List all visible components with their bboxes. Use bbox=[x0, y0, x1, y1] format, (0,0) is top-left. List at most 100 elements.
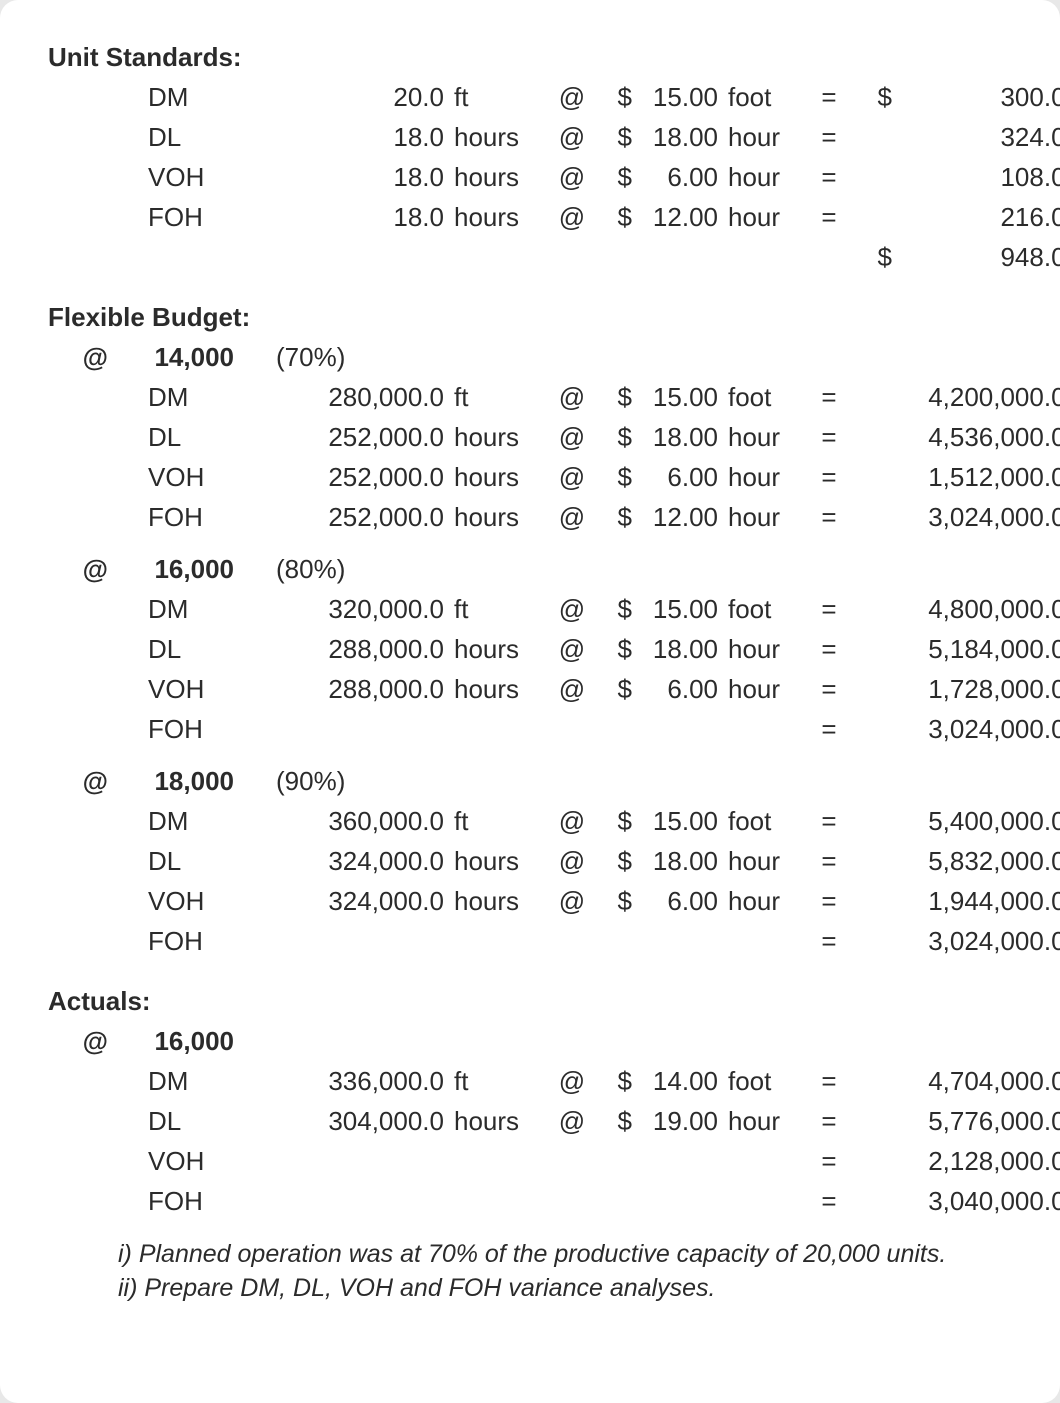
rate-unit: hour bbox=[718, 162, 806, 193]
row-total: 4,200,000.00 bbox=[892, 382, 1060, 413]
scenario-volume: 16,000 bbox=[114, 554, 234, 585]
at-symbol: @ bbox=[48, 766, 114, 797]
at-symbol: @ bbox=[552, 846, 592, 877]
row-total: 4,704,000.00 bbox=[892, 1066, 1060, 1097]
at-symbol: @ bbox=[552, 634, 592, 665]
rate: 12.00 bbox=[632, 202, 718, 233]
row-total: 1,728,000.00 bbox=[892, 674, 1060, 705]
unit-standards-total-row: $ 948.00 bbox=[48, 242, 1012, 282]
rate-unit: foot bbox=[718, 594, 806, 625]
unit: hours bbox=[444, 422, 552, 453]
dollar-sign: $ bbox=[592, 846, 632, 877]
cost-row: DL18.0hours@$18.00hour=324.00 bbox=[48, 122, 1012, 162]
unit: hours bbox=[444, 122, 552, 153]
actuals-scenario-header: @ 16,000 bbox=[48, 1026, 1012, 1066]
rate-unit: foot bbox=[718, 82, 806, 113]
at-symbol: @ bbox=[552, 674, 592, 705]
dollar-sign: $ bbox=[852, 242, 892, 273]
at-symbol: @ bbox=[552, 422, 592, 453]
rate: 6.00 bbox=[632, 162, 718, 193]
dollar-sign: $ bbox=[592, 806, 632, 837]
rate-unit: hour bbox=[718, 846, 806, 877]
row-total: 3,040,000.00 bbox=[892, 1186, 1060, 1217]
equals-sign: = bbox=[806, 502, 852, 533]
dollar-sign: $ bbox=[592, 1066, 632, 1097]
row-total: 216.00 bbox=[892, 202, 1060, 233]
at-symbol: @ bbox=[552, 162, 592, 193]
scenario-pct: (70%) bbox=[234, 342, 476, 373]
at-symbol: @ bbox=[48, 342, 114, 373]
unit-standards-total: 948.00 bbox=[892, 242, 1060, 273]
scenario-header: @14,000(70%) bbox=[48, 342, 1012, 382]
cost-name: DM bbox=[76, 82, 274, 113]
unit: hours bbox=[444, 202, 552, 233]
note-ii: ii) Prepare DM, DL, VOH and FOH variance… bbox=[48, 1272, 1012, 1306]
quantity: 304,000.0 bbox=[274, 1106, 444, 1137]
equals-sign: = bbox=[806, 806, 852, 837]
dollar-sign: $ bbox=[592, 202, 632, 233]
equals-sign: = bbox=[806, 1106, 852, 1137]
rate: 19.00 bbox=[632, 1106, 718, 1137]
heading-text: Unit Standards: bbox=[48, 42, 242, 73]
unit: hours bbox=[444, 162, 552, 193]
scenario-pct: (80%) bbox=[234, 554, 476, 585]
actuals-rows: DM336,000.0ft@$14.00foot=4,704,000.00DL3… bbox=[48, 1066, 1012, 1226]
cost-name: FOH bbox=[76, 926, 274, 957]
cost-name: DL bbox=[76, 846, 274, 877]
rate: 18.00 bbox=[632, 422, 718, 453]
cost-name: DL bbox=[76, 122, 274, 153]
equals-sign: = bbox=[806, 926, 852, 957]
quantity: 252,000.0 bbox=[274, 502, 444, 533]
row-total: 5,832,000.00 bbox=[892, 846, 1060, 877]
cost-row: FOH252,000.0hours@$12.00hour=3,024,000.0… bbox=[48, 502, 1012, 542]
cost-row: DM280,000.0ft@$15.00foot=4,200,000.00 bbox=[48, 382, 1012, 422]
equals-sign: = bbox=[806, 162, 852, 193]
equals-sign: = bbox=[806, 422, 852, 453]
cost-row: DM320,000.0ft@$15.00foot=4,800,000.00 bbox=[48, 594, 1012, 634]
rate: 12.00 bbox=[632, 502, 718, 533]
row-total: 300.00 bbox=[892, 82, 1060, 113]
equals-sign: = bbox=[806, 1146, 852, 1177]
quantity: 288,000.0 bbox=[274, 634, 444, 665]
equals-sign: = bbox=[806, 634, 852, 665]
dollar-sign: $ bbox=[592, 502, 632, 533]
scenario-pct: (90%) bbox=[234, 766, 476, 797]
section-title-actuals: Actuals: bbox=[48, 986, 1012, 1026]
row-total: 3,024,000.00 bbox=[892, 926, 1060, 957]
quantity: 252,000.0 bbox=[274, 422, 444, 453]
equals-sign: = bbox=[806, 1066, 852, 1097]
row-total: 5,400,000.00 bbox=[892, 806, 1060, 837]
rate: 15.00 bbox=[632, 806, 718, 837]
cost-row: FOH=3,024,000.00 bbox=[48, 926, 1012, 966]
quantity: 18.0 bbox=[274, 162, 444, 193]
rate-unit: hour bbox=[718, 634, 806, 665]
cost-name: FOH bbox=[76, 202, 274, 233]
row-total: 3,024,000.00 bbox=[892, 714, 1060, 745]
quantity: 20.0 bbox=[274, 82, 444, 113]
at-symbol: @ bbox=[552, 594, 592, 625]
cost-name: VOH bbox=[76, 162, 274, 193]
cost-row: FOH=3,040,000.00 bbox=[48, 1186, 1012, 1226]
unit: ft bbox=[444, 594, 552, 625]
unit: ft bbox=[444, 82, 552, 113]
dollar-sign: $ bbox=[592, 422, 632, 453]
row-total: 1,512,000.00 bbox=[892, 462, 1060, 493]
cost-name: DM bbox=[76, 806, 274, 837]
rate: 6.00 bbox=[632, 462, 718, 493]
dollar-sign: $ bbox=[592, 634, 632, 665]
row-total: 3,024,000.00 bbox=[892, 502, 1060, 533]
quantity: 18.0 bbox=[274, 122, 444, 153]
dollar-sign: $ bbox=[592, 886, 632, 917]
unit: hours bbox=[444, 502, 552, 533]
row-total: 324.00 bbox=[892, 122, 1060, 153]
equals-sign: = bbox=[806, 886, 852, 917]
row-total: 5,776,000.00 bbox=[892, 1106, 1060, 1137]
section-title-unit-standards: Unit Standards: bbox=[48, 42, 1012, 82]
unit: hours bbox=[444, 634, 552, 665]
dollar-sign: $ bbox=[592, 122, 632, 153]
at-symbol: @ bbox=[552, 886, 592, 917]
row-total: 5,184,000.00 bbox=[892, 634, 1060, 665]
flexible-budget-scenarios: @14,000(70%)DM280,000.0ft@$15.00foot=4,2… bbox=[48, 342, 1012, 966]
cost-name: FOH bbox=[76, 714, 274, 745]
quantity: 324,000.0 bbox=[274, 846, 444, 877]
